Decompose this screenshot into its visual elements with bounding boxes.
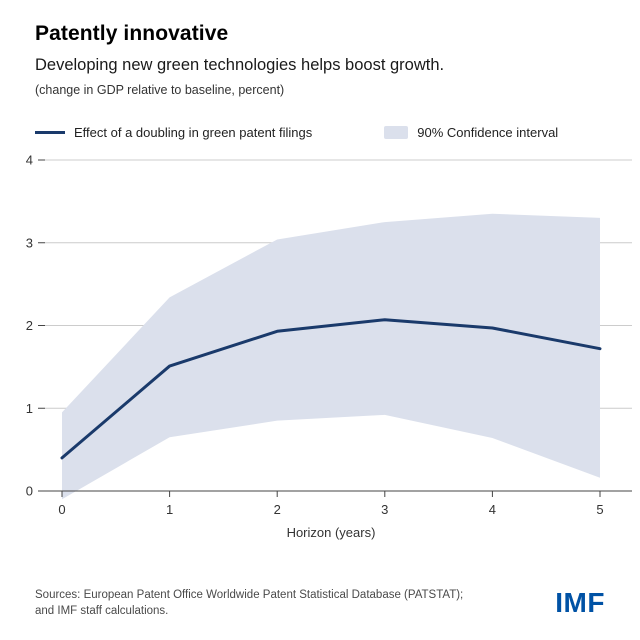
legend-line-label: Effect of a doubling in green patent fil… xyxy=(74,125,313,140)
svg-text:Horizon (years): Horizon (years) xyxy=(287,525,376,540)
chart-unit-note: (change in GDP relative to baseline, per… xyxy=(35,83,285,97)
svg-text:1: 1 xyxy=(166,502,173,517)
svg-text:5: 5 xyxy=(596,502,603,517)
legend-item-line: Effect of a doubling in green patent fil… xyxy=(35,125,312,140)
svg-text:2: 2 xyxy=(274,502,281,517)
svg-text:1: 1 xyxy=(26,401,33,416)
chart-footer: Sources: European Patent Office Worldwid… xyxy=(35,587,605,620)
line-series-swatch xyxy=(35,131,65,134)
chart-legend: Effect of a doubling in green patent fil… xyxy=(35,125,605,140)
chart-area: 0 1 2 3 4 0 1 2 3 4 5 Horizon (years) xyxy=(0,146,632,551)
confidence-band-swatch xyxy=(384,126,409,139)
page-title: Patently innovative xyxy=(35,22,229,45)
svg-text:2: 2 xyxy=(26,318,33,333)
sources-text: Sources: European Patent Office Worldwid… xyxy=(35,587,463,620)
svg-text:4: 4 xyxy=(489,502,496,517)
line-chart: 0 1 2 3 4 0 1 2 3 4 5 Horizon (years) xyxy=(26,153,632,540)
svg-text:3: 3 xyxy=(381,502,388,517)
chart-page: Patently innovative Developing new green… xyxy=(0,22,632,551)
svg-text:4: 4 xyxy=(26,153,33,168)
legend-band-label: 90% Confidence interval xyxy=(417,125,559,140)
sources-line-1: Sources: European Patent Office Worldwid… xyxy=(35,588,464,601)
chart-subtitle: Developing new green technologies helps … xyxy=(35,56,445,74)
svg-text:3: 3 xyxy=(26,235,33,250)
legend-item-band: 90% Confidence interval xyxy=(384,125,558,140)
svg-text:0: 0 xyxy=(26,484,33,499)
imf-logo: IMF xyxy=(555,587,605,619)
sources-line-2: and IMF staff calculations. xyxy=(35,605,169,618)
svg-text:0: 0 xyxy=(58,502,65,517)
